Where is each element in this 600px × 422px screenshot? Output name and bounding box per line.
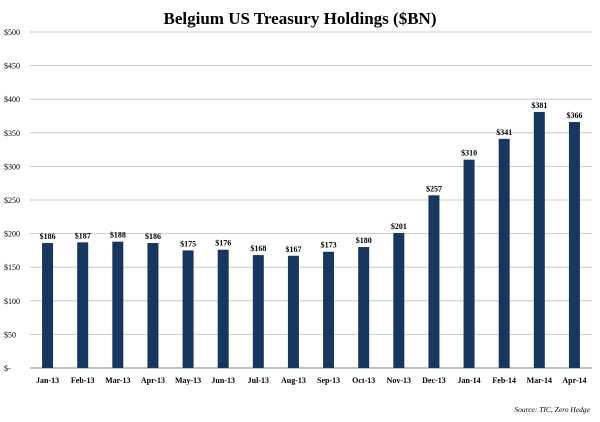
bar: [112, 241, 124, 368]
y-axis-ticks: $- $50 $100 $150 $200 $250 $300 $350 $400 $450 $50…: [4, 28, 20, 373]
y-tick-label: $400: [4, 95, 20, 104]
data-label: $180: [356, 236, 372, 245]
y-tick-label: $200: [4, 230, 20, 239]
x-axis-ticks: Jan-13 Feb-13 Mar-13 Apr-13 May-13 Jun-13 Jul-…: [36, 376, 587, 385]
y-tick-label: $350: [4, 129, 20, 138]
x-tick-label: Nov-13: [387, 376, 411, 385]
bar: [252, 255, 264, 368]
data-label: $381: [531, 101, 547, 110]
data-label: $175: [180, 239, 196, 248]
data-label: $310: [461, 149, 477, 158]
bar: [182, 250, 194, 368]
data-label: $168: [250, 244, 266, 253]
y-tick-label: $250: [4, 196, 20, 205]
y-tick-label: $50: [4, 330, 16, 339]
data-label: $366: [566, 111, 582, 120]
y-tick-label: $150: [4, 263, 20, 272]
data-label: $188: [110, 231, 126, 240]
x-tick-label: Oct-13: [352, 376, 375, 385]
bar: [77, 242, 89, 368]
data-label: $186: [145, 232, 161, 241]
x-tick-label: Jul-13: [248, 376, 269, 385]
x-tick-label: May-13: [175, 376, 201, 385]
bar: [393, 232, 405, 368]
bar: [428, 195, 440, 368]
x-tick-label: Feb-13: [71, 376, 95, 385]
x-tick-label: Mar-14: [527, 376, 552, 385]
x-tick-label: Dec-13: [422, 376, 446, 385]
x-tick-label: Jan-14: [458, 376, 481, 385]
gridlines: [30, 31, 592, 335]
source-note: Source: TIC, Zero Hedge: [514, 405, 590, 414]
x-tick-label: Mar-13: [105, 376, 130, 385]
x-tick-label: Jan-13: [36, 376, 59, 385]
bars: [42, 111, 580, 368]
x-tick-label: Apr-14: [562, 376, 586, 385]
data-label: $187: [75, 231, 91, 240]
bar: [42, 243, 54, 368]
y-tick-label: $500: [4, 28, 20, 37]
data-label: $176: [215, 239, 231, 248]
bar: [287, 255, 299, 368]
y-tick-label: $-: [4, 364, 11, 373]
data-label: $167: [285, 245, 301, 254]
x-tick-label: Apr-13: [141, 376, 165, 385]
data-label: $201: [391, 222, 407, 231]
bar: [217, 249, 229, 368]
data-label: $173: [321, 241, 337, 250]
x-tick-label: Sep-13: [317, 376, 340, 385]
bar: [463, 159, 475, 368]
data-label: $341: [496, 128, 512, 137]
y-tick-label: $100: [4, 297, 20, 306]
bar: [323, 251, 335, 368]
x-tick-label: Feb-14: [492, 376, 516, 385]
y-tick-label: $450: [4, 62, 20, 71]
bar: [568, 122, 580, 368]
data-labels: $186 $187 $188 $186 $175 $176 $168 $167 $173 $180…: [40, 101, 583, 254]
data-label: $257: [426, 184, 442, 193]
data-label: $186: [40, 232, 56, 241]
chart-title: Belgium US Treasury Holdings ($BN): [164, 9, 437, 28]
bar: [147, 243, 159, 368]
bar: [358, 247, 370, 368]
x-tick-label: Jun-13: [211, 376, 235, 385]
y-tick-label: $300: [4, 162, 20, 171]
bar: [498, 138, 510, 368]
bar: [533, 111, 545, 368]
x-tick-label: Aug-13: [281, 376, 306, 385]
